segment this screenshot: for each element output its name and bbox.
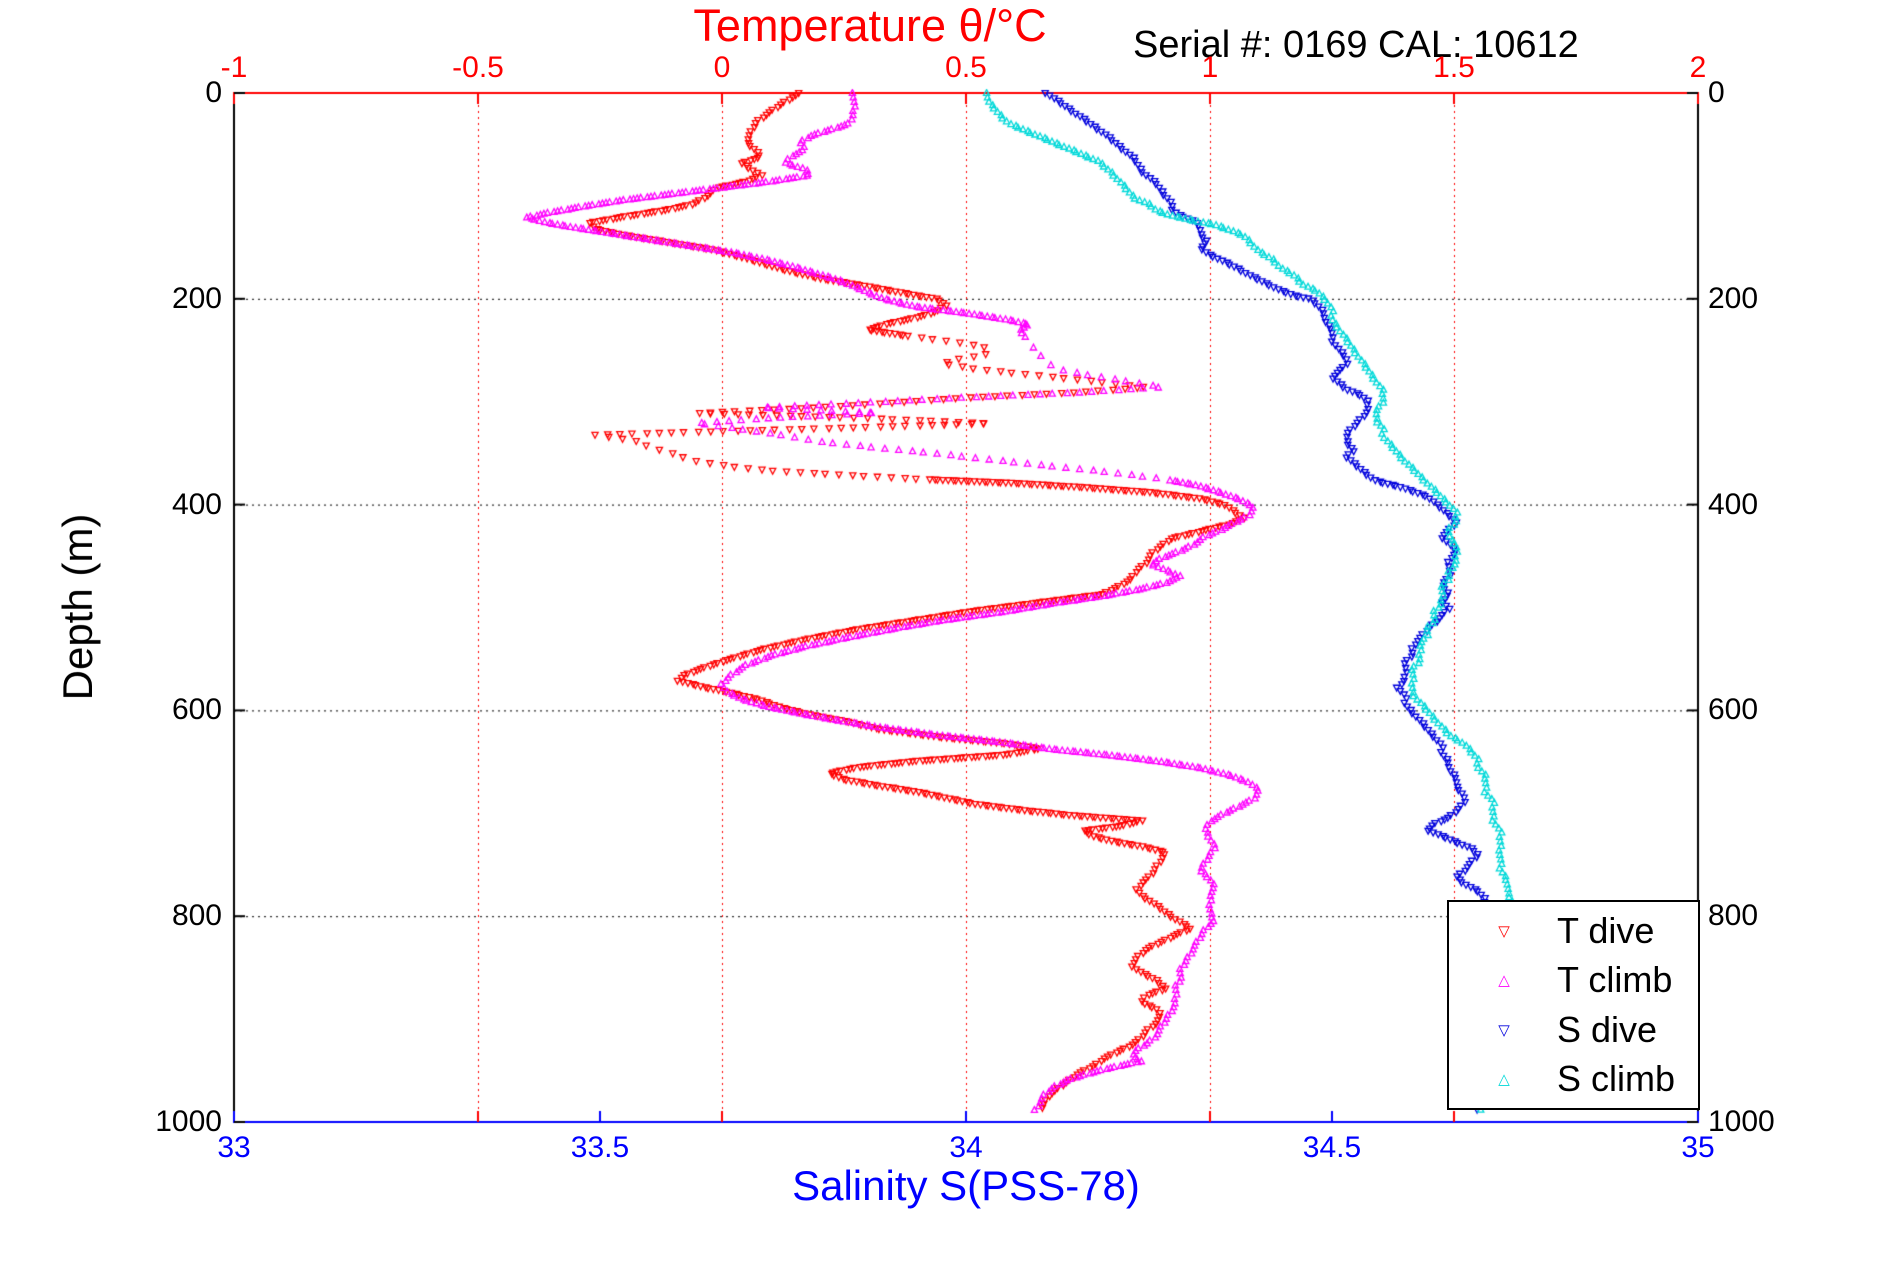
depth-tick-label-right-200: 200 [1708,281,1759,315]
serial-annotation: Serial #: 0169 CAL: 10612 [1133,24,1579,66]
legend-label: T climb [1557,959,1673,1001]
depth-tick-label-left-0: 0 [205,76,222,109]
depth-tick-label-left-1000: 1000 [155,1105,222,1138]
salinity-tick-label-34: 34 [949,1131,983,1164]
legend-label: T dive [1557,909,1655,951]
depth-tick-label-right-800: 800 [1708,899,1759,933]
chart-title: Temperature θ/°C [693,0,1047,51]
temp-tick-label-2: 2 [1689,51,1707,84]
depth-tick-label-right-400: 400 [1708,487,1759,521]
triangle-up-icon: △ [1498,1071,1510,1089]
temp-tick-label-1.5: 1.5 [1433,51,1475,84]
salinity-tick-label-33.5: 33.5 [570,1131,630,1164]
triangle-up-icon: △ [1498,972,1510,990]
depth-tick-label-left-600: 600 [171,693,222,727]
depth-tick-label-left-400: 400 [171,487,222,521]
depth-tick-label-left-200: 200 [171,281,222,315]
legend-row-t-dive: ▽ T dive [1449,907,1698,955]
depth-tick-label-left-800: 800 [171,899,222,933]
temp-tick-label-0.5: 0.5 [945,51,987,84]
depth-axis-label: Depth (m) [54,513,101,701]
temp-tick-label-0: 0 [713,51,731,84]
temp-tick-label--0.5: -0.5 [452,51,504,84]
legend-row-s-dive: ▽ S dive [1449,1006,1698,1054]
salinity-tick-label-34.5: 34.5 [1302,1131,1362,1164]
salinity-tick-label-33: 33 [217,1131,251,1164]
depth-tick-label-right-1000: 1000 [1708,1105,1775,1138]
triangle-down-icon: ▽ [1498,1021,1510,1039]
legend-label: S climb [1557,1058,1676,1100]
salinity-axis-label: Salinity S(PSS-78) [792,1162,1140,1209]
legend-row-s-climb: △ S climb [1449,1055,1698,1103]
legend-box: ▽ T dive △ T climb ▽ S dive △ S climb [1447,900,1700,1110]
legend-label: S dive [1557,1008,1658,1050]
depth-tick-label-right-600: 600 [1708,693,1759,727]
triangle-down-icon: ▽ [1498,922,1510,940]
legend-row-t-climb: △ T climb [1449,956,1698,1004]
temp-tick-label--1: -1 [220,51,248,84]
depth-tick-label-right-0: 0 [1708,76,1725,109]
salinity-tick-label-35: 35 [1681,1131,1715,1164]
temp-tick-label-1: 1 [1201,51,1219,84]
